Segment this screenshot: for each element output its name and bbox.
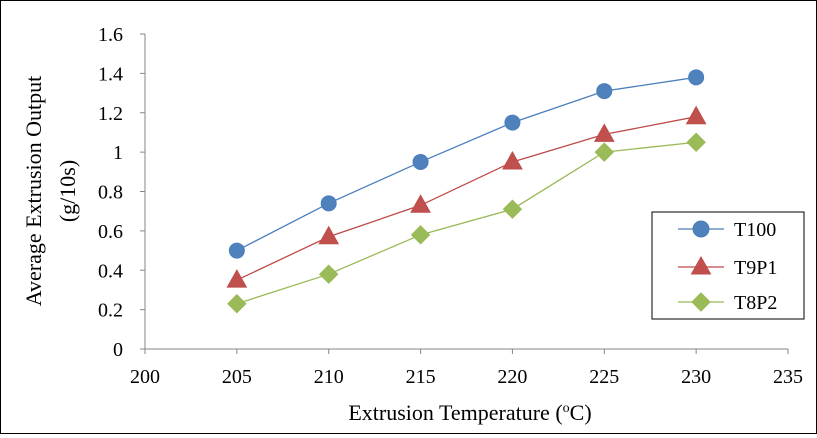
y-tick-label: 1.2 bbox=[98, 103, 123, 125]
y-tick-label: 0 bbox=[113, 339, 123, 361]
x-axis-title: Extrusion Temperature (oC) bbox=[348, 400, 591, 425]
data-point-t8p2 bbox=[227, 294, 247, 314]
x-axis-title-sup: o bbox=[563, 401, 570, 416]
series-layer bbox=[226, 69, 707, 314]
x-tick-label: 200 bbox=[130, 366, 160, 388]
data-point-t100 bbox=[320, 195, 337, 212]
series-line-t100 bbox=[236, 76, 697, 252]
legend-item-t9p1: T9P1 bbox=[678, 255, 777, 279]
data-point-t100 bbox=[228, 242, 245, 259]
x-tick-label: 205 bbox=[222, 366, 252, 388]
x-tick-label: 235 bbox=[773, 366, 803, 388]
legend-item-t8p2: T8P2 bbox=[678, 292, 777, 314]
y-tick-label: 0.6 bbox=[98, 221, 123, 243]
legend-box bbox=[651, 211, 805, 320]
y-tick-label: 1 bbox=[113, 142, 123, 164]
x-tick-label: 225 bbox=[589, 366, 619, 388]
x-tick-label: 220 bbox=[497, 366, 527, 388]
legend: T100 T9P1 T8P2 bbox=[651, 211, 805, 320]
legend-marker-t9p1 bbox=[690, 255, 712, 275]
y-axis-title-line2: (g/10s) bbox=[55, 160, 80, 222]
series-line-t9p1 bbox=[236, 116, 697, 281]
data-point-t8p2 bbox=[410, 225, 431, 245]
y-tick-label: 0.8 bbox=[98, 182, 123, 204]
legend-label-t100: T100 bbox=[734, 219, 776, 241]
legend-marker-t8p2 bbox=[691, 292, 711, 312]
data-point-t100 bbox=[688, 69, 705, 86]
data-point-t9p1 bbox=[410, 194, 431, 213]
y-tick-label: 0.2 bbox=[98, 300, 123, 322]
data-point-t9p1 bbox=[502, 150, 523, 170]
x-axis-title-main: Extrusion Temperature ( bbox=[348, 400, 562, 425]
legend-label-t9p1: T9P1 bbox=[734, 257, 777, 279]
data-point-t8p2 bbox=[502, 199, 523, 219]
y-tick-label: 0.4 bbox=[98, 260, 123, 282]
data-point-t9p1 bbox=[685, 105, 707, 125]
data-point-t9p1 bbox=[226, 269, 248, 288]
data-point-t100 bbox=[412, 153, 429, 170]
data-point-t9p1 bbox=[318, 225, 340, 245]
axes: 0 0.2 0.4 0.6 0.8 1 1.2 1.4 1.6 200 205 210 215 220 22… bbox=[98, 24, 803, 388]
y-tick-label: 1.6 bbox=[98, 24, 123, 46]
x-tick-label: 210 bbox=[314, 366, 344, 388]
data-point-t8p2 bbox=[686, 132, 706, 152]
y-axis-title-line1: Average Extrusion Output bbox=[21, 76, 46, 307]
data-point-t100 bbox=[504, 114, 521, 131]
x-tick-label: 230 bbox=[681, 366, 711, 388]
data-point-t9p1 bbox=[593, 123, 615, 142]
legend-marker-t100 bbox=[692, 220, 710, 238]
legend-label-t8p2: T8P2 bbox=[734, 292, 777, 314]
legend-item-t100: T100 bbox=[678, 219, 776, 241]
series-line-t8p2 bbox=[236, 141, 697, 305]
data-point-t8p2 bbox=[594, 142, 614, 162]
x-axis-title-end: C) bbox=[570, 400, 592, 425]
y-tick-label: 1.4 bbox=[98, 63, 123, 85]
x-tick-label: 215 bbox=[406, 366, 436, 388]
data-point-t8p2 bbox=[319, 264, 339, 284]
data-point-t100 bbox=[596, 83, 613, 100]
